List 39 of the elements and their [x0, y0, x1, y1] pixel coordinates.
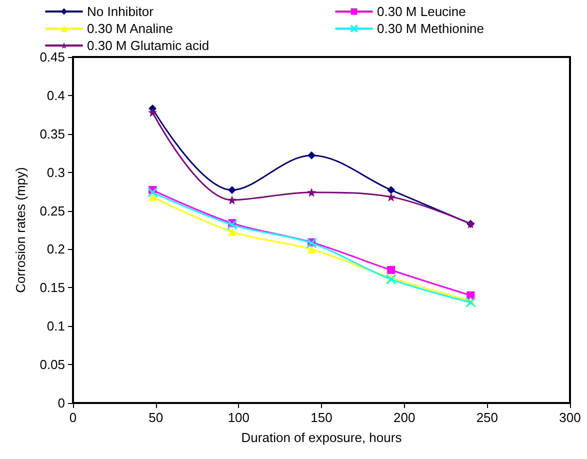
point [386, 192, 396, 202]
point [387, 186, 396, 194]
x-tick-label: 0 [69, 410, 77, 425]
y-tick-label: 0.45 [40, 50, 65, 64]
x-tick-label: 150 [310, 410, 332, 425]
point [228, 186, 236, 194]
legend-label: 0.30 M Leucine [377, 4, 466, 19]
point [308, 245, 316, 254]
point [228, 196, 237, 205]
legend-label: 0.30 M Methionine [377, 21, 484, 36]
point [228, 228, 236, 236]
x-axis-title: Duration of exposure, hours [241, 430, 402, 445]
legend-label: 0.30 M Glutamic acid [87, 38, 210, 53]
y-tick-label: 0.3 [46, 164, 65, 180]
legend-label: No Inhibitor [87, 4, 154, 19]
point [386, 274, 396, 284]
x-tick-label: 300 [559, 410, 581, 425]
y-tick-label: 0.35 [40, 126, 65, 142]
x-tick-label: 50 [148, 410, 164, 425]
y-tick-label: 0.05 [40, 357, 65, 372]
point [147, 187, 158, 198]
point [148, 108, 158, 117]
x-tick-label: 200 [393, 410, 416, 425]
y-tick-label: 0.4 [46, 88, 65, 103]
y-tick-label: 0.1 [46, 318, 65, 334]
legend-label: 0.30 M Analine [87, 21, 174, 36]
y-tick-label: 0.2 [46, 242, 65, 257]
y-tick-label: 0.25 [40, 203, 65, 218]
point [465, 297, 476, 308]
point [307, 188, 316, 197]
point [308, 151, 316, 160]
y-tick-label: 0 [58, 396, 65, 410]
point [148, 192, 157, 201]
x-tick-label: 250 [476, 410, 498, 425]
x-tick-label: 100 [228, 410, 250, 425]
point [387, 266, 396, 274]
point [226, 219, 238, 230]
y-tick-label: 0.15 [40, 280, 65, 296]
y-axis-title: Corrosion rates (mpy) [13, 167, 28, 293]
